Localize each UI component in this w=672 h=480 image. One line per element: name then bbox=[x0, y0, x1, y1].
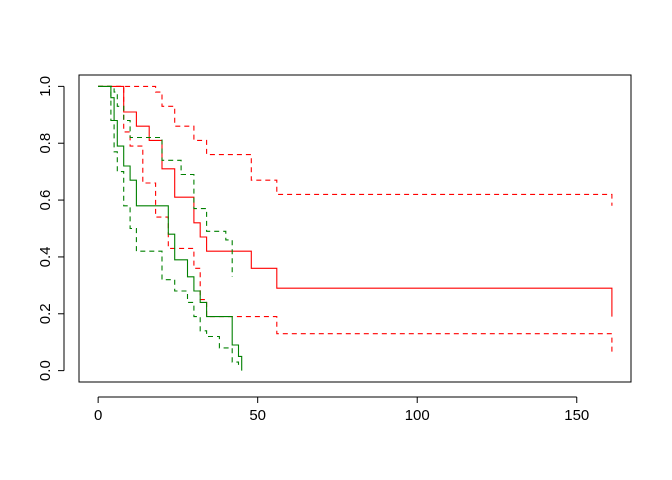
y-tick-label: 1.0 bbox=[37, 76, 54, 97]
plot-box bbox=[78, 74, 632, 383]
x-tick-label: 50 bbox=[249, 407, 266, 424]
y-tick-label: 0.6 bbox=[37, 190, 54, 211]
red-survival-line bbox=[98, 85, 613, 317]
y-tick-label: 0.8 bbox=[37, 133, 54, 154]
green-ci-line bbox=[98, 85, 240, 365]
green-ci-line bbox=[98, 85, 233, 277]
series-layer bbox=[98, 85, 613, 371]
y-tick-label: 0.0 bbox=[37, 360, 54, 381]
y-tick-label: 0.2 bbox=[37, 303, 54, 324]
x-tick-label: 150 bbox=[564, 407, 589, 424]
red-ci-line bbox=[98, 85, 613, 206]
green-survival-line bbox=[98, 85, 243, 371]
y-tick-label: 0.4 bbox=[37, 246, 54, 267]
x-tick-label: 0 bbox=[94, 407, 102, 424]
red-ci-line bbox=[98, 85, 613, 354]
axes: 0 50 100 150 0.0 0.2 0.4 0.6 0.8 1.0 bbox=[37, 76, 589, 424]
x-tick-label: 100 bbox=[405, 407, 430, 424]
